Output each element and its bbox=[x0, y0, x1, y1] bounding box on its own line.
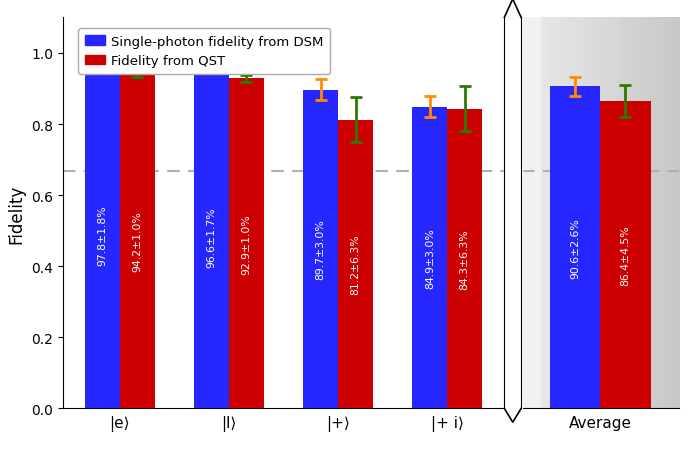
Bar bbox=[85, 62, 120, 409]
Text: 90.6±2.6%: 90.6±2.6% bbox=[570, 218, 580, 278]
Text: 84.9±3.0%: 84.9±3.0% bbox=[425, 228, 435, 288]
Bar bbox=[229, 79, 264, 409]
Text: 84.3±6.3%: 84.3±6.3% bbox=[460, 229, 470, 289]
Bar bbox=[412, 107, 447, 409]
Bar bbox=[194, 66, 229, 409]
Text: 86.4±4.5%: 86.4±4.5% bbox=[620, 225, 631, 285]
Text: 81.2±6.3%: 81.2±6.3% bbox=[351, 234, 360, 295]
Text: 96.6±1.7%: 96.6±1.7% bbox=[206, 207, 216, 268]
Legend: Single-photon fidelity from DSM, Fidelity from QST: Single-photon fidelity from DSM, Fidelit… bbox=[78, 29, 330, 74]
Text: 92.9±1.0%: 92.9±1.0% bbox=[241, 213, 251, 274]
Bar bbox=[303, 90, 338, 409]
Bar bbox=[338, 121, 373, 409]
Text: 89.7±3.0%: 89.7±3.0% bbox=[316, 219, 326, 280]
Y-axis label: Fidelity: Fidelity bbox=[8, 184, 26, 243]
Bar bbox=[447, 110, 482, 409]
Text: 94.2±1.0%: 94.2±1.0% bbox=[132, 211, 142, 272]
Bar bbox=[120, 74, 155, 409]
Text: 97.8±1.8%: 97.8±1.8% bbox=[97, 205, 107, 265]
Bar bbox=[601, 102, 651, 409]
Bar bbox=[550, 87, 601, 409]
